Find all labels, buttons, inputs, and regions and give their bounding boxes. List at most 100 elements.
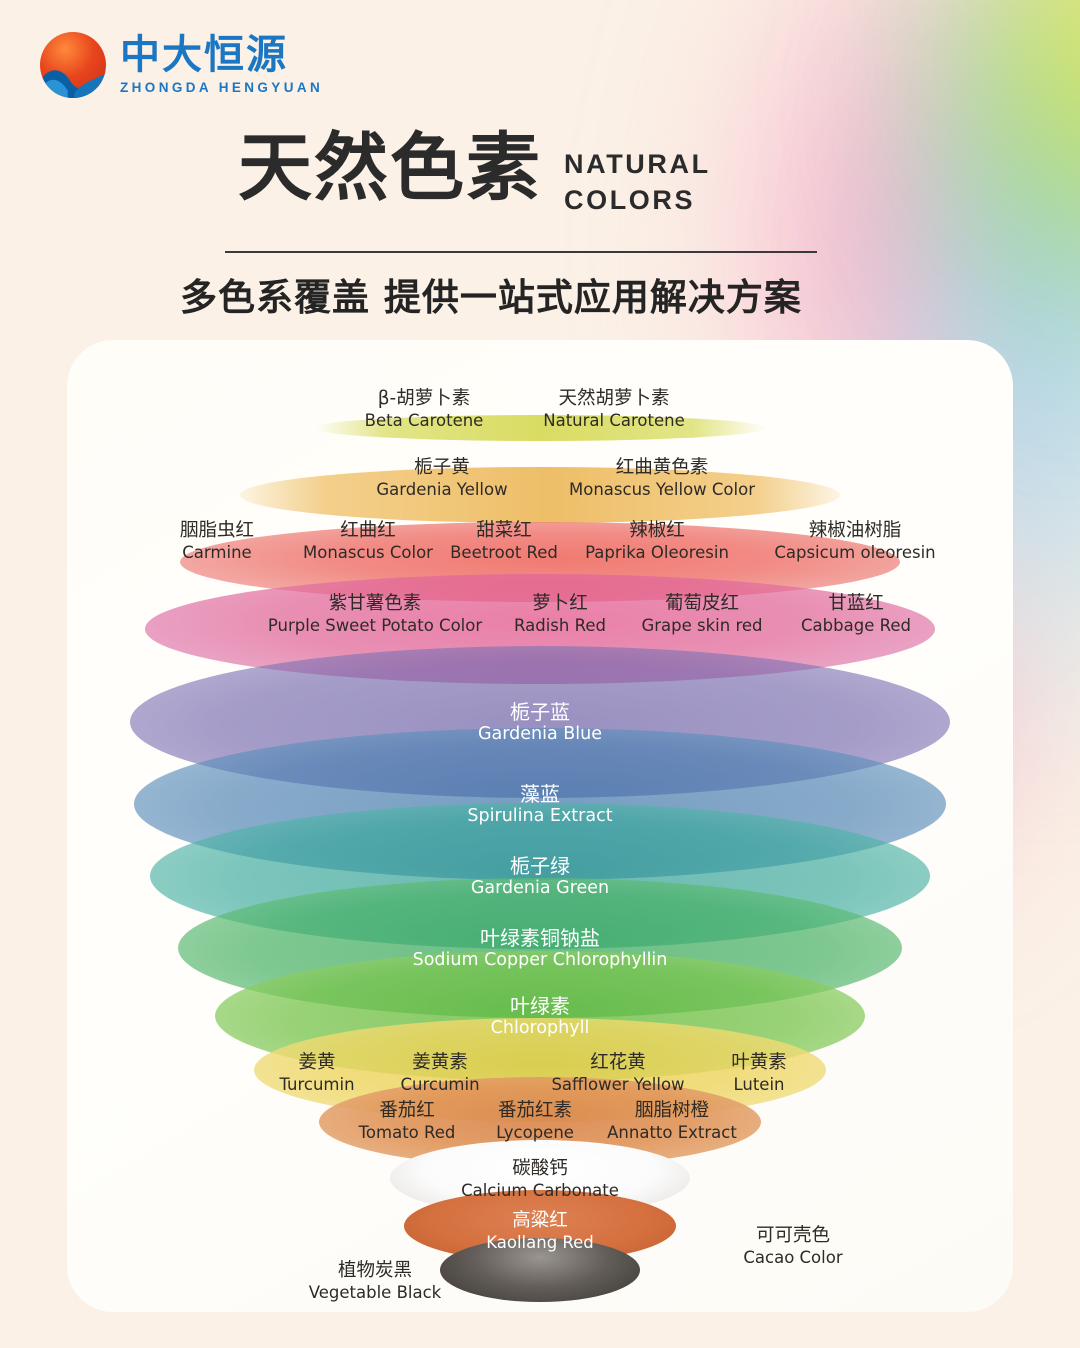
label-en: Natural Carotene — [543, 410, 685, 430]
label-en: Radish Red — [514, 615, 606, 635]
funnel-label-orange-group-2: 胭脂树橙 Annatto Extract — [607, 1100, 737, 1143]
funnel-label-yellow-group-2: 红花黄 Safflower Yellow — [551, 1052, 684, 1095]
label-cn: 栀子绿 — [509, 854, 570, 878]
title-english: NATURAL COLORS — [564, 147, 711, 218]
label-cn: 红花黄 — [590, 1052, 646, 1073]
label-en: Spirulina Extract — [467, 806, 613, 827]
funnel-label-red-group-1: 红曲红 Monascus Color — [303, 520, 433, 563]
label-en: Turcumin — [279, 1074, 355, 1094]
label-cn: 番茄红 — [379, 1100, 435, 1121]
label-cn: 甜菜红 — [476, 520, 532, 541]
label-cn: 萝卜红 — [532, 593, 588, 614]
funnel-label-magenta-group-0: 紫甘薯色素 Purple Sweet Potato Color — [268, 593, 482, 636]
funnel-label-cacao-color-0: 可可壳色 Cacao Color — [743, 1225, 842, 1268]
label-en: Safflower Yellow — [551, 1074, 685, 1094]
label-cn: 番茄红素 — [497, 1100, 572, 1121]
background-blob-yellow — [960, 0, 1080, 250]
label-en: Lutein — [733, 1074, 785, 1094]
title-english-line2: COLORS — [564, 184, 696, 215]
wave-icon — [40, 69, 106, 98]
label-cn: 植物炭黑 — [337, 1260, 412, 1281]
sun-wave-orb-icon — [40, 32, 106, 98]
funnel-label-yellow-group-3: 叶黄素 Lutein — [731, 1052, 787, 1095]
label-cn: 辣椒油树脂 — [808, 520, 902, 541]
funnel-label-magenta-group-3: 甘蓝红 Cabbage Red — [801, 593, 911, 636]
label-en: Beta Carotene — [364, 410, 484, 430]
label-en: Tomato Red — [358, 1122, 456, 1142]
brand-text: 中大恒源 ZHONGDA HENGYUAN — [120, 35, 323, 95]
funnel-label-kaoliang-red-0: 高粱红 Kaollang Red — [486, 1210, 594, 1253]
label-en: Gardenia Green — [470, 878, 610, 899]
label-en: Grape skin red — [641, 615, 763, 635]
title-divider — [225, 251, 817, 253]
label-cn: 姜黄 — [298, 1052, 336, 1073]
funnel-label-red-group-3: 辣椒红 Paprika Oleoresin — [585, 520, 729, 563]
label-en: Lycopene — [496, 1122, 574, 1142]
label-cn: 碳酸钙 — [512, 1158, 568, 1179]
funnel-label-spirulina-0: 藻蓝 Spirulina Extract — [467, 782, 612, 828]
page-subtitle: 多色系覆盖 提供一站式应用解决方案 — [180, 276, 802, 319]
funnel-label-orange-group-0: 番茄红 Tomato Red — [359, 1100, 456, 1143]
funnel-label-carotene-1: 天然胡萝卜素 Natural Carotene — [543, 388, 684, 431]
label-cn: 天然胡萝卜素 — [558, 388, 670, 409]
brand-logo: 中大恒源 ZHONGDA HENGYUAN — [40, 32, 323, 98]
funnel-label-magenta-group-2: 葡萄皮红 Grape skin red — [641, 593, 762, 636]
label-cn: 胭脂树橙 — [634, 1100, 710, 1121]
label-cn: 叶绿素 — [510, 994, 570, 1018]
funnel-label-red-group-4: 辣椒油树脂 Capsicum oleoresin — [774, 520, 935, 563]
page-header: 中大恒源 ZHONGDA HENGYUAN 天然色素 NATURAL COLOR… — [0, 0, 1080, 340]
label-cn: 高粱红 — [512, 1210, 568, 1231]
funnel-label-red-group-2: 甜菜红 Beetroot Red — [450, 520, 558, 563]
label-cn: 可可壳色 — [755, 1225, 831, 1246]
label-en: Carmine — [182, 542, 252, 562]
funnel-label-yellow-group-1: 姜黄素 Curcumin — [400, 1052, 479, 1095]
label-en: Monascus Yellow Color — [569, 479, 755, 499]
label-cn: 甘蓝红 — [828, 593, 884, 614]
title-chinese: 天然色素 — [238, 125, 542, 211]
title-english-line1: NATURAL — [564, 149, 711, 179]
label-cn: 紫甘薯色素 — [328, 593, 422, 614]
label-cn: 叶绿素铜钠盐 — [479, 926, 600, 950]
brand-name-en: ZHONGDA HENGYUAN — [120, 80, 324, 95]
funnel-label-gardenia-yellow-1: 红曲黄色素 Monascus Yellow Color — [569, 457, 755, 500]
label-cn: 栀子黄 — [414, 457, 470, 478]
page-title: 天然色素 NATURAL COLORS — [238, 125, 711, 218]
label-en: Chlorophyll — [490, 1018, 590, 1039]
funnel-label-vegetable-black-0: 植物炭黑 Vegetable Black — [309, 1260, 441, 1303]
funnel-layer-carotene[interactable] — [314, 415, 766, 441]
label-cn: 姜黄素 — [412, 1052, 468, 1073]
label-en: Monascus Color — [303, 542, 433, 562]
label-cn: β-胡萝卜素 — [377, 388, 471, 409]
label-en: Kaollang Red — [486, 1232, 594, 1252]
label-en: Calcium Carbonate — [461, 1180, 619, 1200]
funnel-card: β-胡萝卜素 Beta Carotene 天然胡萝卜素 Natural Caroten… — [67, 340, 1013, 1312]
label-cn: 栀子蓝 — [509, 700, 570, 724]
label-cn: 藻蓝 — [520, 782, 560, 806]
label-en: Paprika Oleoresin — [585, 542, 729, 562]
label-en: Purple Sweet Potato Color — [267, 615, 483, 635]
funnel-layer-vegetable-black[interactable] — [440, 1238, 640, 1302]
label-en: Vegetable Black — [308, 1282, 442, 1302]
label-en: Cacao Color — [743, 1247, 843, 1267]
label-cn: 辣椒红 — [629, 520, 685, 541]
color-funnel-chart: β-胡萝卜素 Beta Carotene 天然胡萝卜素 Natural Caroten… — [67, 340, 1013, 1312]
funnel-label-gardenia-yellow-0: 栀子黄 Gardenia Yellow — [376, 457, 507, 500]
funnel-label-orange-group-1: 番茄红素 Lycopene — [496, 1100, 574, 1143]
funnel-layer-gardenia-yellow[interactable] — [240, 467, 840, 523]
label-en: Beetroot Red — [450, 542, 558, 562]
label-en: Sodium Copper Chlorophyllin — [412, 950, 668, 971]
funnel-label-gardenia-blue-0: 栀子蓝 Gardenia Blue — [478, 700, 602, 746]
funnel-label-yellow-group-0: 姜黄 Turcumin — [279, 1052, 354, 1095]
label-en: Annatto Extract — [607, 1122, 737, 1142]
funnel-label-red-group-0: 胭脂虫红 Carmine — [180, 520, 254, 563]
label-en: Capsicum oleoresin — [774, 542, 936, 562]
funnel-label-chlorophyllin-0: 叶绿素铜钠盐 Sodium Copper Chlorophyllin — [413, 926, 668, 972]
label-cn: 红曲红 — [340, 520, 396, 541]
funnel-label-chlorophyll-0: 叶绿素 Chlorophyll — [491, 994, 590, 1040]
label-cn: 红曲黄色素 — [615, 457, 709, 478]
funnel-label-gardenia-green-0: 栀子绿 Gardenia Green — [471, 854, 609, 900]
brand-name-cn: 中大恒源 — [120, 32, 288, 78]
label-en: Cabbage Red — [801, 615, 911, 635]
funnel-label-calcium-carbonate-0: 碳酸钙 Calcium Carbonate — [461, 1158, 619, 1201]
label-en: Curcumin — [400, 1074, 480, 1094]
